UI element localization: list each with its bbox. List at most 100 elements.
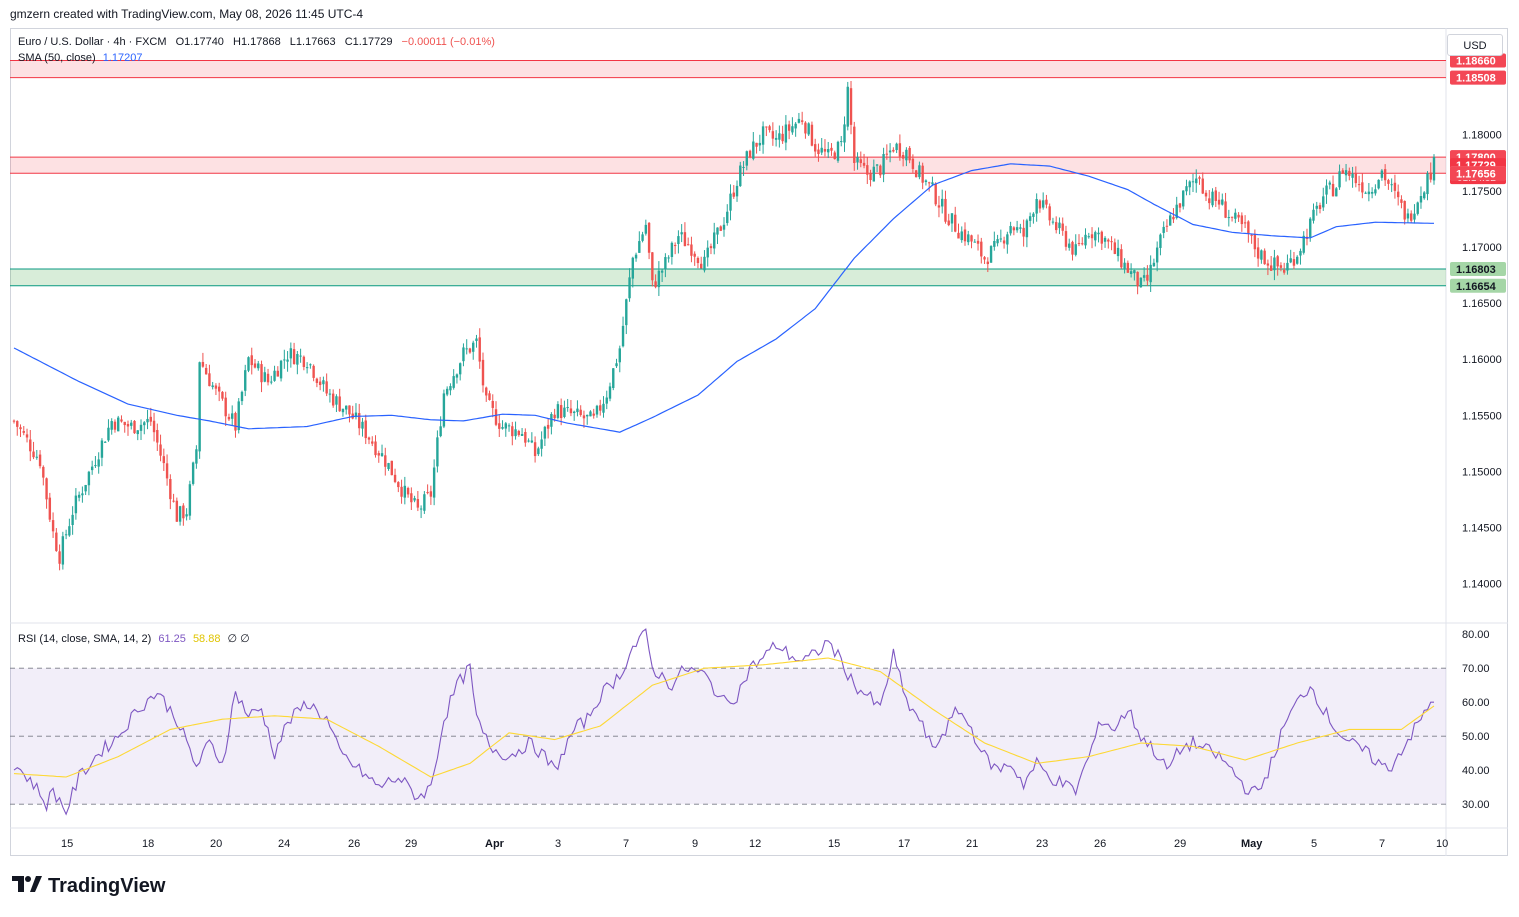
candle-body <box>1035 198 1038 214</box>
candle-body <box>970 235 973 242</box>
price-legend: Euro / U.S. Dollar · 4h · FXCM O1.17740 … <box>18 36 495 48</box>
candle-body <box>1126 262 1130 273</box>
candle-body <box>149 416 152 422</box>
candle-body <box>1351 173 1354 178</box>
candle-body <box>1162 226 1165 233</box>
candle-body <box>322 380 325 385</box>
candle-body <box>989 246 993 263</box>
candle-body <box>924 180 928 182</box>
candle-body <box>465 348 468 350</box>
candle-body <box>911 158 915 169</box>
candle-body <box>68 526 71 536</box>
candle-body <box>182 505 185 519</box>
candle-body <box>527 440 530 442</box>
candle-body <box>599 405 602 411</box>
candle-body <box>1361 182 1364 193</box>
candle-body <box>986 261 990 265</box>
time-tick-label: 17 <box>898 838 910 850</box>
tradingview-wordmark: TradingView <box>48 875 166 897</box>
sma-legend-label[interactable]: SMA (50, close) <box>18 52 96 64</box>
candle-body <box>862 162 866 166</box>
candle-body <box>498 423 501 429</box>
candle-body <box>1354 173 1358 184</box>
candle-body <box>1074 244 1077 255</box>
candle-body <box>713 232 716 249</box>
candle-body <box>664 257 667 270</box>
candle-body <box>566 407 569 409</box>
candle-body <box>97 459 100 467</box>
candle-body <box>1123 262 1126 269</box>
candle-body <box>143 422 146 426</box>
candle-body <box>58 551 61 564</box>
candle-body <box>771 131 775 139</box>
time-tick-label: 5 <box>1311 838 1317 850</box>
candle-body <box>651 252 654 281</box>
candle-body <box>1185 186 1188 192</box>
candle-body <box>644 224 648 234</box>
time-tick-label: 10 <box>1436 838 1448 850</box>
candle-body <box>732 192 735 197</box>
candle-body <box>270 381 273 383</box>
candle-body <box>1279 265 1283 268</box>
time-tick-label: 12 <box>749 838 761 850</box>
candle-body <box>586 414 589 417</box>
candle-body <box>81 493 84 496</box>
candle-body <box>156 429 159 443</box>
price-label-resistance-fill <box>1450 166 1506 181</box>
candle-body <box>667 257 670 259</box>
candle-body <box>227 416 231 420</box>
candle-body <box>1432 156 1436 181</box>
candle-body <box>429 491 433 497</box>
candle-body <box>507 425 511 427</box>
candle-body <box>784 124 788 143</box>
candle-body <box>1403 200 1406 220</box>
candle-body <box>582 415 586 419</box>
candle-body <box>377 453 380 456</box>
currency-button[interactable]: USD <box>1447 34 1503 56</box>
candle-body <box>341 408 345 413</box>
candle-body <box>390 460 393 476</box>
candle-body <box>618 348 621 363</box>
candle-body <box>937 205 941 208</box>
legend-low: L1.17663 <box>289 36 336 48</box>
candle-body <box>608 386 612 399</box>
candle-body <box>706 247 709 258</box>
candle-body <box>455 374 459 378</box>
candle-body <box>90 466 94 471</box>
candle-body <box>1103 237 1107 242</box>
candle-body <box>61 536 65 565</box>
candle-body <box>511 426 514 437</box>
candle-body <box>458 363 462 375</box>
candle-body <box>1188 181 1191 188</box>
candle-body <box>1136 271 1139 287</box>
legend-symbol[interactable]: Euro / U.S. Dollar · 4h · FXCM <box>18 36 167 48</box>
candle-body <box>175 500 179 522</box>
candle-body <box>211 385 214 388</box>
candle-body <box>1120 249 1123 268</box>
price-tick-label: 1.14000 <box>1462 579 1502 591</box>
candle-body <box>533 442 537 457</box>
candle-body <box>1328 182 1331 185</box>
candle-body <box>735 185 739 197</box>
candle-body <box>1299 250 1302 256</box>
candle-body <box>296 354 299 365</box>
candle-body <box>152 420 156 433</box>
candle-body <box>856 157 859 163</box>
candle-body <box>348 405 351 415</box>
candle-body <box>309 364 312 366</box>
candle-body <box>774 137 778 140</box>
candle-body <box>224 397 227 417</box>
candle-body <box>1009 225 1012 234</box>
candle-body <box>976 240 980 244</box>
candle-body <box>302 356 306 367</box>
chart-canvas[interactable]: 1.18000 1.17500 1.17000 1.16500 1.16000 1.155… <box>10 28 1508 856</box>
candle-body <box>159 444 162 456</box>
candle-body <box>1269 265 1273 271</box>
price-label-support-bg <box>1450 262 1506 277</box>
candle-body <box>279 360 283 379</box>
candle-body <box>55 532 58 551</box>
candle-body <box>517 430 521 435</box>
rsi-legend-label[interactable]: RSI (14, close, SMA, 14, 2) <box>18 633 152 645</box>
candle-body <box>817 149 820 155</box>
candle-body <box>276 370 280 377</box>
